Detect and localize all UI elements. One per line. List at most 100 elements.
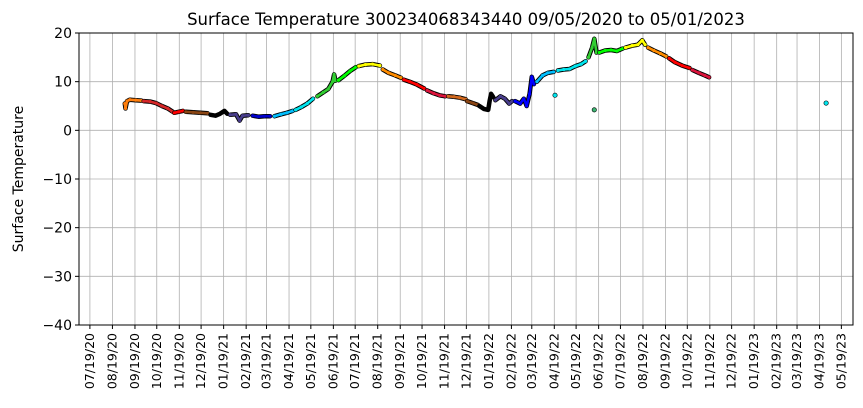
- x-tick-label: 08/19/22: [635, 333, 650, 389]
- data-point: [573, 64, 577, 68]
- x-tick-label: 12/19/22: [724, 333, 739, 389]
- data-point: [154, 101, 158, 105]
- y-tick-label: 10: [54, 75, 72, 91]
- series-line-14: [425, 89, 447, 98]
- x-tick-label: 10/19/20: [149, 333, 164, 389]
- data-point: [228, 113, 232, 117]
- data-point: [218, 112, 222, 116]
- data-point: [658, 51, 663, 56]
- data-point: [452, 95, 456, 99]
- data-point: [652, 48, 656, 53]
- series-line-7: [273, 109, 294, 118]
- data-series: [122, 36, 829, 123]
- data-point: [579, 62, 583, 66]
- data-point: [262, 114, 266, 118]
- x-tick-label: 01/19/21: [216, 333, 231, 389]
- x-tick-label: 10/19/22: [679, 333, 694, 389]
- data-point: [305, 101, 309, 106]
- data-point: [525, 104, 529, 108]
- x-tick-label: 11/19/20: [171, 333, 186, 389]
- data-point: [503, 97, 507, 101]
- data-point: [489, 92, 493, 96]
- data-point: [378, 64, 382, 68]
- data-point: [371, 62, 375, 66]
- plot-frame: [78, 32, 854, 326]
- series-line-13: [402, 78, 426, 90]
- y-tick-label: 0: [63, 123, 72, 139]
- data-point: [591, 107, 597, 113]
- series-line-15: [446, 95, 467, 101]
- x-tick-label: 08/19/20: [104, 333, 119, 389]
- data-point: [238, 119, 242, 123]
- data-point: [527, 92, 532, 96]
- data-point: [623, 46, 628, 50]
- data-point: [142, 99, 146, 103]
- data-point: [535, 80, 539, 84]
- data-point: [586, 55, 591, 59]
- data-point: [498, 94, 503, 98]
- data-point: [293, 108, 298, 112]
- data-point: [546, 71, 550, 75]
- x-tick-label: 08/19/21: [370, 333, 385, 389]
- data-point: [532, 82, 536, 86]
- data-point: [630, 44, 634, 48]
- series-line-27: [646, 46, 668, 58]
- data-point: [603, 48, 607, 53]
- data-point: [491, 95, 495, 99]
- data-point: [609, 48, 613, 52]
- data-point: [357, 64, 361, 68]
- y-tick-label: −40: [42, 318, 72, 334]
- x-tick-label: 03/19/22: [524, 333, 539, 389]
- data-point: [530, 75, 534, 79]
- x-axis: 07/19/20 08/19/20 09/19/20 10/19/20 11/19/20…: [82, 325, 848, 389]
- data-point: [458, 96, 462, 100]
- series-line-11: [357, 62, 382, 68]
- data-point: [643, 43, 647, 47]
- data-point: [552, 92, 558, 98]
- series-line-8: [294, 97, 315, 112]
- data-point: [381, 67, 385, 72]
- data-point: [590, 46, 594, 50]
- data-point: [432, 91, 436, 95]
- data-point: [387, 71, 391, 75]
- x-tick-label: 03/19/23: [789, 333, 804, 389]
- data-point: [673, 60, 677, 64]
- series-line-29: [691, 68, 711, 79]
- data-point: [326, 87, 330, 91]
- x-tick-label: 06/19/22: [591, 333, 606, 389]
- data-point: [393, 73, 397, 77]
- data-point: [315, 94, 319, 98]
- data-point: [285, 111, 289, 115]
- x-tick-label: 09/19/20: [127, 333, 142, 389]
- data-point: [680, 64, 684, 68]
- data-point: [240, 114, 245, 118]
- y-tick-label: −30: [42, 269, 72, 285]
- series-line-28: [667, 57, 691, 70]
- data-point: [251, 114, 255, 118]
- x-tick-label: 05/19/23: [833, 333, 848, 389]
- data-point: [408, 80, 412, 84]
- data-point: [214, 114, 218, 118]
- grid-lines: [79, 32, 853, 326]
- data-point: [583, 59, 588, 63]
- data-point: [556, 68, 560, 73]
- x-tick-label: 02/19/22: [503, 333, 518, 389]
- data-point: [703, 73, 707, 77]
- x-tick-label: 10/19/21: [414, 333, 429, 389]
- data-point: [664, 54, 668, 58]
- data-point: [184, 110, 188, 114]
- y-tick-label: 20: [54, 26, 72, 42]
- chart-title: Surface Temperature 300234068343440 09/0…: [187, 10, 745, 29]
- data-point: [222, 109, 226, 113]
- data-point: [510, 99, 514, 103]
- data-point: [486, 108, 490, 112]
- data-point: [562, 67, 566, 72]
- data-point: [321, 90, 325, 94]
- data-point: [482, 107, 486, 111]
- data-point: [348, 69, 352, 73]
- data-point: [332, 72, 336, 76]
- x-tick-label: 04/19/22: [546, 333, 561, 389]
- data-point: [415, 82, 419, 87]
- data-point: [342, 74, 346, 78]
- data-point: [123, 101, 127, 106]
